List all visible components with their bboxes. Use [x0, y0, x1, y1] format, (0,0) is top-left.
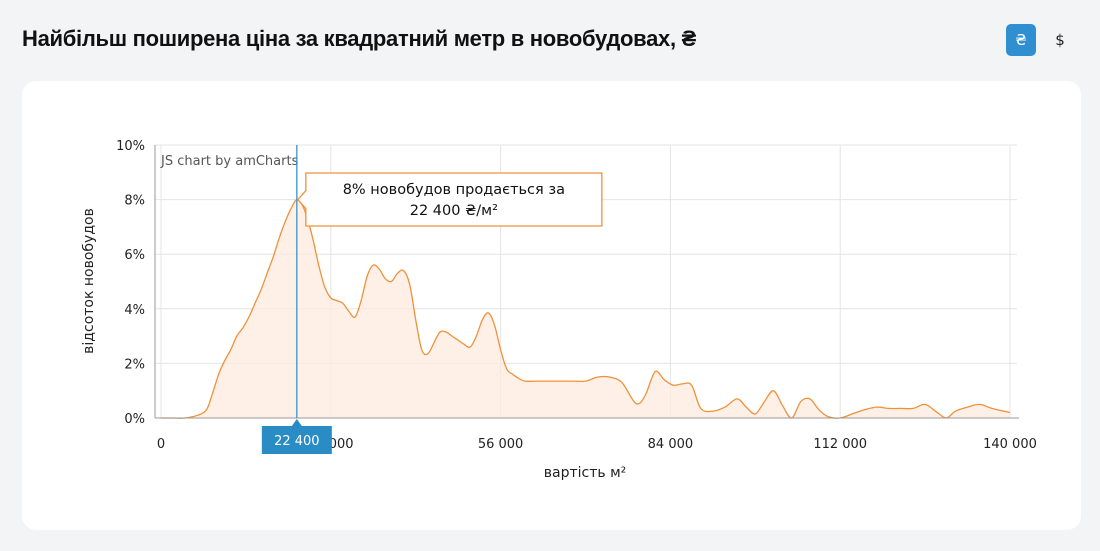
series-line[interactable]: [160, 198, 1011, 419]
y-axis-title: відсоток новобудов: [81, 208, 97, 354]
y-tick-label: 10%: [116, 139, 145, 154]
x-tick-label: 0: [157, 437, 165, 452]
cursor-label-pointer: [291, 419, 302, 426]
x-axis-title: вартість м²: [544, 465, 627, 481]
x-tick-label: 140 000: [983, 437, 1037, 452]
tooltip-box: [296, 172, 603, 227]
x-tick-label: 112 000: [813, 437, 867, 452]
series-area-fill: [161, 199, 1010, 419]
axes: [154, 145, 1019, 419]
y-tick-label: 6%: [124, 248, 145, 263]
page-title: Найбільш поширена ціна за квадратний мет…: [22, 26, 696, 51]
y-tick-label: 0%: [124, 412, 145, 427]
currency-uah-button[interactable]: ₴: [1006, 24, 1036, 56]
cursor-layer: 22 400 8% новобудов продається за 22 400 ₴…: [261, 145, 603, 454]
x-tick-label: 56 000: [478, 437, 524, 452]
y-tick-label: 4%: [124, 303, 145, 318]
currency-usd-button[interactable]: $: [1045, 24, 1075, 56]
x-tick-label: 84 000: [648, 437, 694, 452]
cursor-label: 22 400: [274, 434, 320, 449]
amcharts-credit[interactable]: JS chart by amCharts: [160, 154, 299, 169]
cursor-label-box: [261, 426, 332, 454]
area-layer: [160, 198, 1011, 419]
y-tick-label: 8%: [124, 194, 145, 209]
y-tick-label: 2%: [124, 357, 145, 372]
tooltip-line-1: 8% новобудов продається за: [343, 182, 565, 198]
tooltip-line-2: 22 400 ₴/м²: [410, 203, 498, 219]
